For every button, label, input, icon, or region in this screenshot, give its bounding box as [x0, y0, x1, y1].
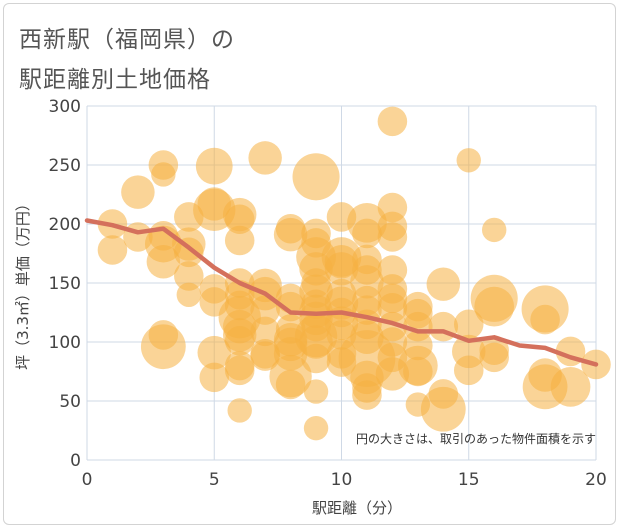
x-tick-label: 0	[82, 470, 93, 490]
bubble-point	[479, 342, 509, 373]
bubble-point	[174, 261, 204, 291]
bubble-point	[275, 369, 306, 400]
bubble-point	[303, 379, 329, 404]
bubble-point	[352, 218, 382, 249]
bubble-series	[97, 106, 611, 441]
y-axis-label: 坪（3.3㎡）単価（万円）	[14, 196, 32, 370]
y-tick-label: 200	[49, 215, 81, 235]
bubble-point	[420, 386, 466, 432]
bubble-point	[453, 355, 484, 386]
bubble-point	[176, 282, 201, 307]
bubble-point	[151, 162, 176, 187]
bubble-point	[426, 267, 461, 301]
y-tick-label: 50	[59, 392, 81, 412]
y-tick-label: 0	[70, 451, 81, 471]
bubble-point	[456, 148, 481, 173]
y-axis-ticks: 0 50 100 150 200 250 300	[49, 97, 81, 471]
bubble-point	[146, 245, 181, 279]
bubble-point	[227, 398, 252, 423]
bubble-point	[352, 380, 382, 410]
bubble-point	[482, 217, 507, 243]
trend-line-group	[84, 218, 599, 367]
trend-line	[84, 218, 599, 367]
x-tick-label: 15	[458, 470, 480, 490]
bubble-point	[248, 141, 282, 175]
bubble-point	[403, 356, 433, 387]
bubble-point	[301, 343, 331, 374]
bubble-point	[121, 175, 155, 209]
x-axis-ticks: 0 5 10 15 20	[82, 470, 607, 490]
y-tick-label: 250	[49, 156, 81, 176]
bubble-point	[474, 286, 515, 327]
bubble-point	[273, 217, 308, 252]
bubble-point	[377, 106, 408, 137]
bubble-point	[174, 237, 204, 268]
x-tick-label: 20	[585, 470, 607, 490]
bubble-point	[324, 252, 359, 286]
bubble-point	[292, 153, 340, 201]
bubble-point	[250, 295, 280, 325]
bubble-point	[224, 326, 255, 356]
bubble-point	[250, 341, 280, 371]
bubble-point	[199, 362, 230, 393]
bubble-point	[140, 324, 186, 370]
x-tick-label: 5	[209, 470, 220, 490]
bubble-point	[197, 335, 231, 370]
size-note: 円の大きさは、取引のあった物件面積を示す	[356, 431, 596, 446]
bubble-point	[97, 235, 128, 265]
bubble-point	[303, 415, 329, 441]
bubble-point	[530, 304, 560, 335]
bubble-point	[195, 147, 233, 185]
bubble-point	[250, 316, 280, 347]
bubble-point	[224, 355, 255, 386]
bubble-point	[377, 222, 408, 252]
chart-title-line2: 駅距離別土地価格	[19, 67, 211, 93]
y-tick-label: 300	[49, 97, 81, 117]
y-tick-label: 150	[49, 274, 81, 294]
y-tick-label: 100	[49, 333, 81, 353]
x-tick-label: 10	[331, 470, 353, 490]
bubble-point	[224, 204, 255, 235]
bubble-point	[550, 366, 591, 407]
chart-title-line1: 西新駅（福岡県）の	[19, 27, 235, 53]
x-axis-label: 駅距離（分）	[312, 499, 402, 517]
bubble-point	[224, 225, 255, 256]
bubble-point	[453, 309, 484, 340]
